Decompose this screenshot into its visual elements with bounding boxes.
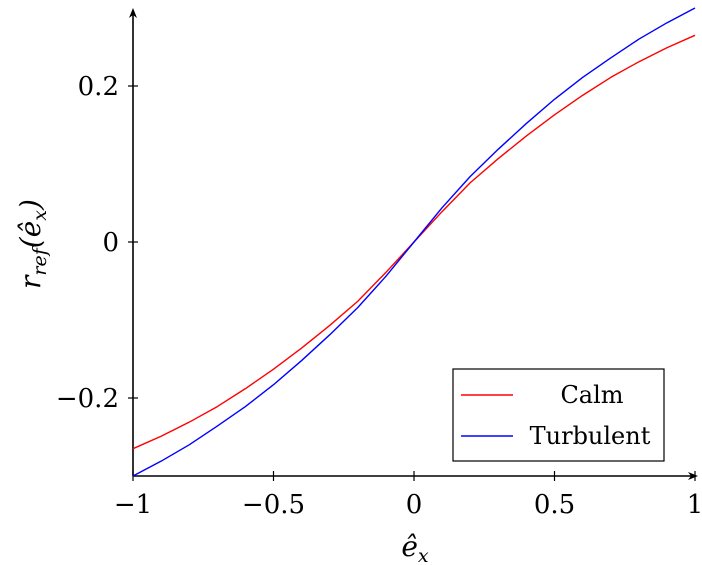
legend: Calm Turbulent	[452, 368, 665, 462]
y-tick-label: −0.2	[56, 384, 119, 414]
ticks-group: −1 −0.5 0 0.5 1 −0.2 0 0.2	[56, 72, 702, 520]
x-axis-arrow	[688, 472, 698, 480]
series-group	[132, 7, 696, 477]
y-axis-arrow	[129, 8, 137, 18]
y-tick-label: 0	[102, 228, 119, 258]
x-tick-label: 1	[687, 490, 702, 520]
x-tick-label: −0.5	[242, 490, 305, 520]
y-tick-label: 0.2	[78, 72, 119, 102]
x-tick-label: 0	[406, 490, 423, 520]
x-tick-label: −1	[114, 490, 152, 520]
x-tick-label: 0.5	[534, 490, 575, 520]
legend-label-turbulent: Turbulent	[530, 422, 651, 450]
y-axis-title: rref(êx)	[14, 199, 51, 289]
series-line-turbulent	[132, 7, 696, 477]
legend-box	[452, 368, 665, 462]
x-axis-title: êx	[401, 530, 429, 565]
legend-label-calm: Calm	[560, 381, 623, 409]
